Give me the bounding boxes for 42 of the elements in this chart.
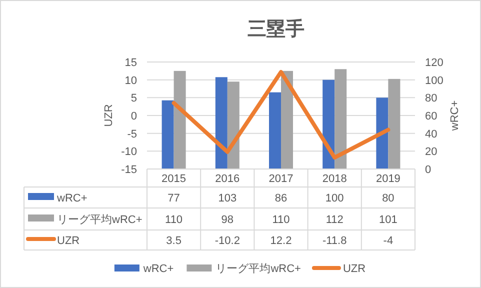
y2-tick-label: 100 <box>425 74 444 87</box>
legend-label: UZR <box>342 263 366 275</box>
y-tick-label: -5 <box>127 128 137 140</box>
data-label: 110 <box>272 214 290 226</box>
x-tick-label: 2015 <box>162 173 186 185</box>
data-label: 86 <box>274 192 288 204</box>
title: 三塁手 <box>248 19 304 40</box>
y2-tick-label: 80 <box>425 92 438 105</box>
y-tick-label: -15 <box>121 164 137 176</box>
y-tick-label: -10 <box>121 146 137 158</box>
data-label: -4 <box>383 235 394 247</box>
data-label: -10.2 <box>214 235 240 247</box>
data-label: 110 <box>165 214 183 226</box>
data-label: 103 <box>218 192 237 204</box>
data-label: 3.5 <box>166 235 182 247</box>
data-label: 101 <box>379 214 398 226</box>
y-axis-title: UZR <box>103 104 115 127</box>
x-tick-label: 2016 <box>215 173 240 185</box>
y-tick-label: 0 <box>130 110 137 122</box>
legend: wRC+ リーグ平均wRC+ UZR <box>114 263 366 275</box>
y-tick-label: 10 <box>124 74 137 87</box>
data-label: 100 <box>325 192 344 204</box>
y2-tick-label: 40 <box>425 128 438 140</box>
x-tick-label: 2018 <box>322 173 347 185</box>
legend-label: wRC+ <box>56 192 88 204</box>
data-label: 98 <box>221 214 234 226</box>
data-label: 77 <box>168 192 180 204</box>
data-label: -11.8 <box>322 235 347 247</box>
y-tick-label: 5 <box>130 92 137 105</box>
x-tick-label: 2017 <box>268 173 294 185</box>
data-label: 112 <box>326 214 344 226</box>
y2-tick-label: 20 <box>425 146 438 158</box>
y2-tick-label: 0 <box>425 164 432 176</box>
x-tick-label: 2019 <box>376 173 400 185</box>
text: UZR <box>57 235 80 247</box>
y-tick-label: 15 <box>124 57 137 69</box>
y2-axis-title: wRC+ <box>449 100 461 132</box>
data-label: 80 <box>382 192 394 204</box>
legend-label: リーグ平均wRC+ <box>57 214 142 226</box>
y2-tick-label: 120 <box>425 57 444 69</box>
y2-tick-label: 60 <box>425 110 438 122</box>
data-label: 12.2 <box>270 235 292 247</box>
